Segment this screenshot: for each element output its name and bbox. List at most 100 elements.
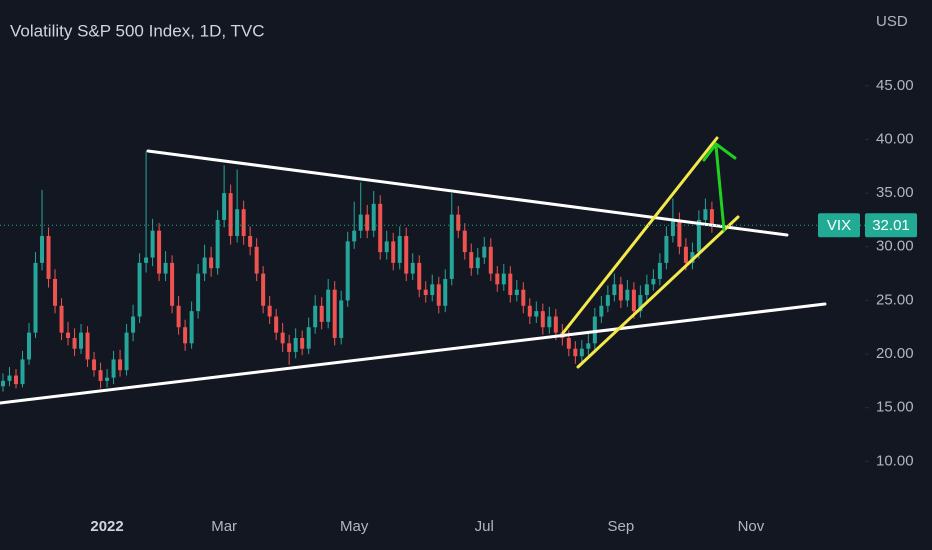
candle-body [592, 316, 597, 344]
axis-unit: USD [876, 13, 908, 30]
candle-body [690, 252, 695, 263]
candle-body [189, 311, 194, 344]
candle-body [488, 246, 493, 274]
candle-body [417, 262, 422, 290]
drawings [0, 136, 827, 405]
candle-body [332, 289, 337, 338]
candle-body [599, 305, 604, 317]
chart-title: Volatility S&P 500 Index, 1D, TVC [10, 21, 265, 40]
y-tick-label: 15.00 [876, 399, 914, 416]
candle-body [534, 311, 539, 317]
candle-body [514, 289, 519, 296]
candle-body [313, 305, 318, 328]
candle-body [163, 262, 168, 274]
candle-body [209, 257, 214, 269]
candle-body [404, 236, 409, 274]
candle-body [677, 219, 682, 247]
candle-body [709, 209, 714, 226]
candle-body [358, 214, 363, 231]
candle-body [540, 311, 545, 328]
candle-body [183, 327, 188, 344]
candle-body [573, 348, 578, 357]
candle-body [612, 284, 617, 296]
candle-body [339, 300, 344, 338]
x-tick-label: Nov [738, 518, 765, 535]
candle-body [27, 332, 32, 360]
candle-body [111, 359, 116, 378]
candle-body [371, 203, 376, 231]
candle-body [553, 316, 558, 333]
candle-body [150, 230, 155, 258]
candle-body [20, 359, 25, 385]
candle-body [319, 305, 324, 322]
price-value-box [865, 213, 917, 238]
candle-body [605, 295, 610, 306]
candle-body [657, 262, 662, 279]
arrow [714, 144, 726, 232]
price-name-box [818, 213, 860, 238]
candle-body [436, 284, 441, 306]
candle-body [228, 193, 233, 237]
candle-body [696, 219, 701, 253]
candle-body [72, 337, 77, 349]
y-tick-label: 20.00 [876, 345, 914, 362]
x-tick-label: Jul [475, 518, 494, 535]
candle-body [118, 359, 123, 371]
candle-body [144, 257, 149, 263]
candle-body [391, 241, 396, 263]
price-value: 32.01 [872, 217, 910, 234]
candle-body [683, 246, 688, 263]
candle-body [196, 273, 201, 312]
candle-body [254, 246, 259, 274]
candle-body [124, 332, 129, 371]
candle-body [40, 236, 45, 263]
candle-body [267, 305, 272, 317]
candle-body [306, 327, 311, 349]
arrow-head [702, 141, 737, 162]
candle-body [625, 289, 630, 301]
candle-body [137, 262, 142, 317]
candle-body [131, 316, 136, 333]
candle-body [274, 316, 279, 333]
candle-body [300, 337, 305, 349]
candle-body [638, 295, 643, 312]
trend-line [0, 302, 827, 405]
candle-body [495, 273, 500, 285]
candle-body [7, 375, 12, 381]
candle-body [703, 209, 708, 220]
y-tick-label: 30.00 [876, 238, 914, 255]
candle-body [215, 219, 220, 269]
candle-body [384, 241, 389, 253]
candle-body [326, 289, 331, 322]
candle-body [98, 370, 103, 381]
candle-body [547, 316, 552, 328]
candle-body [430, 284, 435, 296]
candle-body [651, 278, 656, 285]
plot [1, 151, 714, 392]
candle-body [501, 273, 506, 285]
candle-body [66, 332, 71, 338]
candle-body [345, 241, 350, 301]
y-tick-label: 35.00 [876, 184, 914, 201]
candle-body [618, 284, 623, 301]
trend-line [146, 149, 789, 237]
candle-body [14, 375, 19, 385]
x-tick-label: Mar [211, 518, 237, 535]
candle-body [521, 289, 526, 306]
candle-body [46, 236, 51, 279]
x-tick-label: 2022 [90, 518, 123, 535]
candle-body [586, 343, 591, 349]
candle-body [443, 278, 448, 306]
candle-body [397, 236, 402, 263]
y-tick-label: 40.00 [876, 130, 914, 147]
y-tick-label: 45.00 [876, 77, 914, 94]
candle-body [241, 209, 246, 237]
candle-body [293, 337, 298, 352]
candle-body [508, 273, 513, 296]
candle-body [202, 257, 207, 274]
candle-body [482, 246, 487, 258]
candle-body [280, 332, 285, 344]
candle-body [462, 230, 467, 253]
